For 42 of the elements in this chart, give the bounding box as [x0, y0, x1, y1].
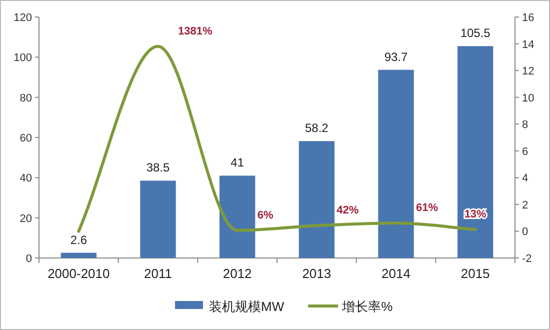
data-label: 93.7	[384, 50, 408, 64]
data-label: 13%	[464, 208, 487, 220]
y2-tick-label: 0	[522, 226, 528, 238]
y2-tick-label: 6	[522, 146, 528, 158]
y-tick-label: 20	[20, 212, 32, 225]
x-tick-label: 2015	[460, 266, 490, 281]
data-label: 58.2	[304, 121, 329, 136]
x-tick-label: 2000-2010	[48, 266, 110, 281]
bar	[457, 46, 494, 258]
y-tick-label: 100	[14, 52, 32, 64]
data-label: 42%	[336, 204, 359, 217]
y2-tick-label: 14	[522, 38, 534, 51]
legend-label: 装机规模MW	[209, 299, 285, 314]
legend-label: 增长率%	[341, 299, 394, 314]
bar	[219, 176, 256, 258]
y2-tick-label: 12	[522, 66, 534, 78]
y2-tick-label: 16	[522, 12, 534, 24]
data-label: 61%	[416, 202, 438, 214]
y2-tick-label: 4	[522, 172, 528, 185]
bar	[378, 70, 414, 258]
bar	[298, 141, 335, 258]
x-tick-label: 2011	[144, 266, 172, 281]
bar	[60, 252, 97, 258]
data-label: 105.5	[460, 26, 491, 40]
y-tick-label: 80	[20, 92, 32, 104]
y2-tick-label: 10	[522, 92, 534, 104]
x-tick-label: 2013	[302, 266, 332, 281]
y2-tick-label: 8	[522, 119, 528, 132]
data-label: 2.6	[70, 232, 88, 247]
x-tick-label: 2014	[382, 266, 410, 281]
y2-tick-label: 2	[522, 199, 528, 212]
x-tick-label: 2012	[222, 266, 252, 281]
bar	[140, 180, 176, 258]
y-tick-label: 40	[20, 172, 32, 185]
data-label: 1381%	[178, 25, 212, 38]
data-label: 41	[230, 156, 244, 170]
y-tick-label: 120	[14, 12, 32, 24]
data-label: 6%	[257, 209, 274, 222]
y2-tick-label: -2	[522, 253, 532, 265]
y-tick-label: 0	[26, 253, 32, 265]
y-tick-label: 60	[20, 132, 32, 144]
data-label: 38.5	[146, 160, 170, 175]
